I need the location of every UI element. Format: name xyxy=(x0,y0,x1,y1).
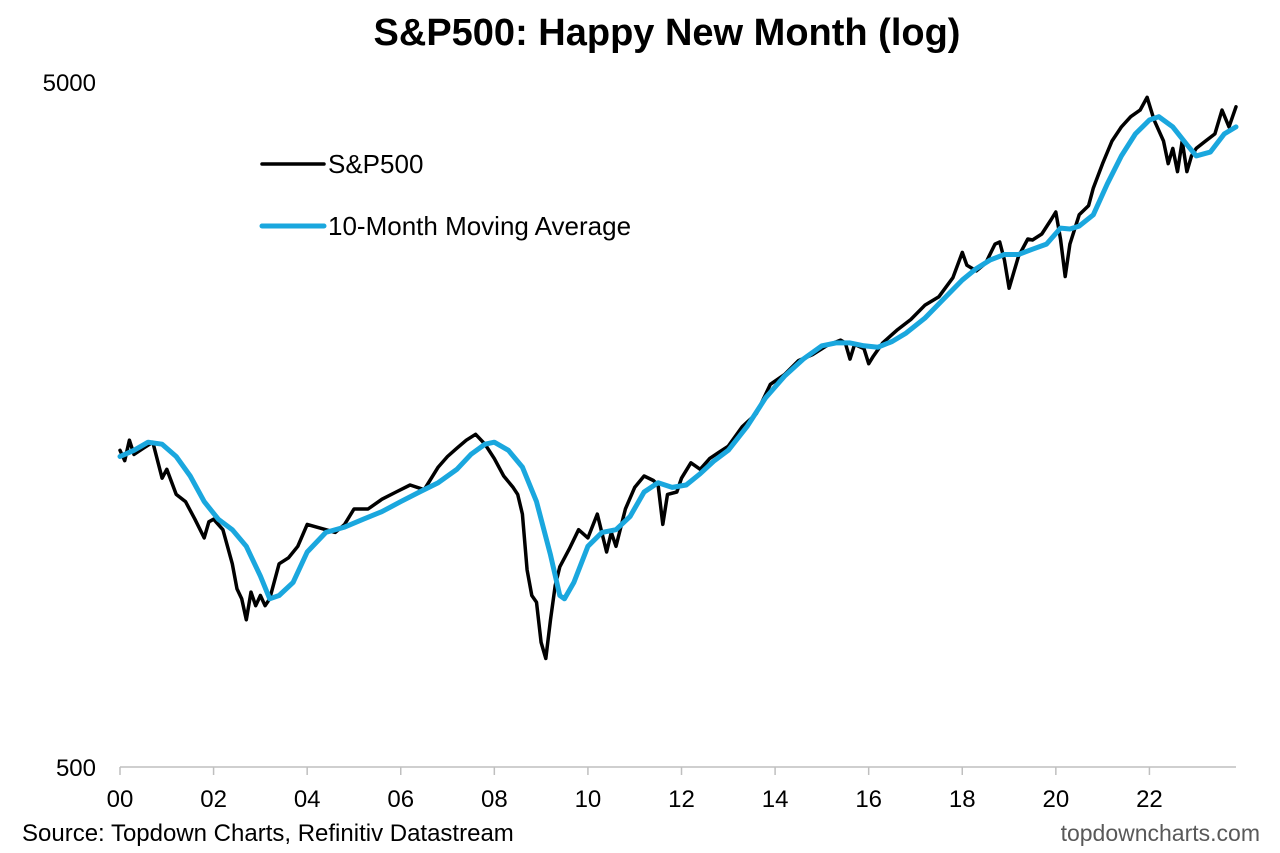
x-tick-label: 02 xyxy=(200,786,227,813)
series-lines xyxy=(117,95,1239,661)
x-tick-label: 14 xyxy=(762,786,789,813)
series-line-sp500 xyxy=(118,95,1238,661)
chart-title: S&P500: Happy New Month (log) xyxy=(373,12,961,54)
y-tick-label: 5000 xyxy=(43,70,96,97)
x-tick-label: 08 xyxy=(481,786,508,813)
legend: S&P500 10-Month Moving Average xyxy=(259,149,631,241)
y-tick-label: 500 xyxy=(56,755,96,782)
series-line-moving-average xyxy=(117,114,1239,602)
legend-label: 10-Month Moving Average xyxy=(328,211,631,241)
brand-watermark: topdowncharts.com xyxy=(1060,820,1260,846)
x-tick-label: 18 xyxy=(949,786,976,813)
x-tick-label: 00 xyxy=(107,786,134,813)
x-tick-label: 20 xyxy=(1042,786,1069,813)
x-tick-label: 04 xyxy=(294,786,321,813)
legend-label: S&P500 xyxy=(328,149,423,179)
x-tick-label: 10 xyxy=(575,786,602,813)
x-tick-label: 16 xyxy=(855,786,882,813)
axes: 00 02 04 06 08 10 12 14 16 18 20 22 500 5000 xyxy=(43,70,1236,813)
x-tick-label: 22 xyxy=(1136,786,1163,813)
source-note: Source: Topdown Charts, Refinitiv Datast… xyxy=(22,820,514,847)
x-tick-label: 12 xyxy=(668,786,695,813)
x-tick-label: 06 xyxy=(387,786,414,813)
